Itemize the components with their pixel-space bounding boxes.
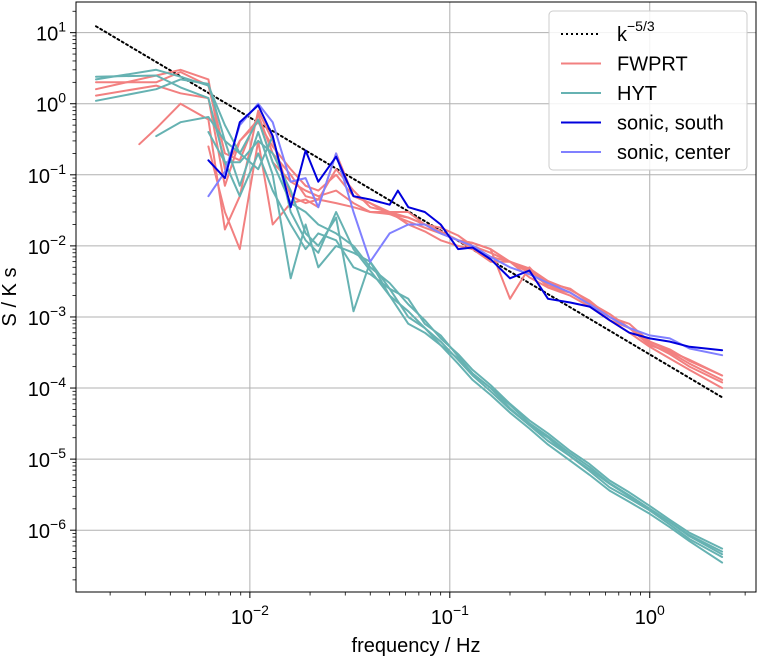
- y-tick-label: 10−4: [28, 374, 66, 401]
- y-tick-exponent: −5: [50, 445, 66, 461]
- legend-label-base: k: [617, 24, 628, 46]
- x-tick-base: 10: [231, 607, 253, 629]
- plot-frame: [75, 1, 757, 593]
- x-tick-base: 10: [635, 607, 657, 629]
- x-tick-exponent: −1: [453, 602, 469, 618]
- series-line-ref: [95, 25, 724, 399]
- y-tick-label: 10−1: [28, 161, 66, 188]
- y-tick-base: 10: [28, 379, 50, 401]
- legend: k−5/3 FWPRT HYT sonic, south sonic, center: [548, 10, 748, 171]
- y-tick-base: 10: [36, 24, 58, 46]
- x-tick-base: 10: [431, 607, 453, 629]
- legend-label-exponent: −5/3: [627, 18, 655, 34]
- x-tick-exponent: 0: [657, 602, 665, 618]
- y-tick-label: 10−3: [28, 303, 66, 330]
- legend-label-hyt: HYT: [617, 83, 657, 105]
- y-tick-exponent: −1: [50, 161, 66, 177]
- y-tick-base: 10: [28, 521, 50, 543]
- y-tick-exponent: −6: [50, 516, 66, 532]
- x-tick-label: 10−2: [231, 602, 269, 629]
- legend-label-sonic_south: sonic, south: [617, 113, 724, 135]
- y-tick-base: 10: [28, 237, 50, 259]
- legend-label-fwprt: FWPRT: [617, 54, 688, 76]
- series-line-sonic_south: [207, 104, 724, 352]
- series-line-hyt: [155, 116, 724, 564]
- axis-ticks: 10−2 10−1 10010110010−110−210−310−410−510−…: [28, 10, 746, 629]
- series-line-sonic_center: [207, 102, 724, 357]
- legend-label-sonic_center: sonic, center: [617, 142, 731, 164]
- x-tick-label: 100: [635, 602, 665, 629]
- x-axis-label: frequency / Hz: [352, 635, 481, 656]
- y-tick-exponent: 1: [58, 19, 66, 35]
- legend-label-ref: k−5/3: [617, 18, 655, 46]
- y-tick-base: 10: [28, 166, 50, 188]
- y-tick-base: 10: [28, 450, 50, 472]
- legend-box: [548, 10, 748, 171]
- x-tick-label: 10−1: [431, 602, 469, 629]
- y-tick-base: 10: [28, 308, 50, 330]
- y-tick-base: 10: [36, 95, 58, 117]
- y-tick-exponent: −4: [50, 374, 66, 390]
- y-tick-exponent: −2: [50, 232, 66, 248]
- y-tick-label: 10−2: [28, 232, 66, 259]
- y-tick-label: 10−5: [28, 445, 66, 472]
- plot-area: [95, 25, 724, 564]
- y-tick-label: 100: [36, 90, 66, 117]
- y-tick-label: 10−6: [28, 516, 66, 543]
- series-line-hyt: [207, 131, 724, 556]
- series-line-hyt: [95, 74, 724, 558]
- y-tick-exponent: −3: [50, 303, 66, 319]
- y-tick-exponent: 0: [58, 90, 66, 106]
- x-tick-exponent: −2: [253, 602, 269, 618]
- y-tick-label: 101: [36, 19, 66, 46]
- y-axis-label: S / K s: [0, 268, 21, 327]
